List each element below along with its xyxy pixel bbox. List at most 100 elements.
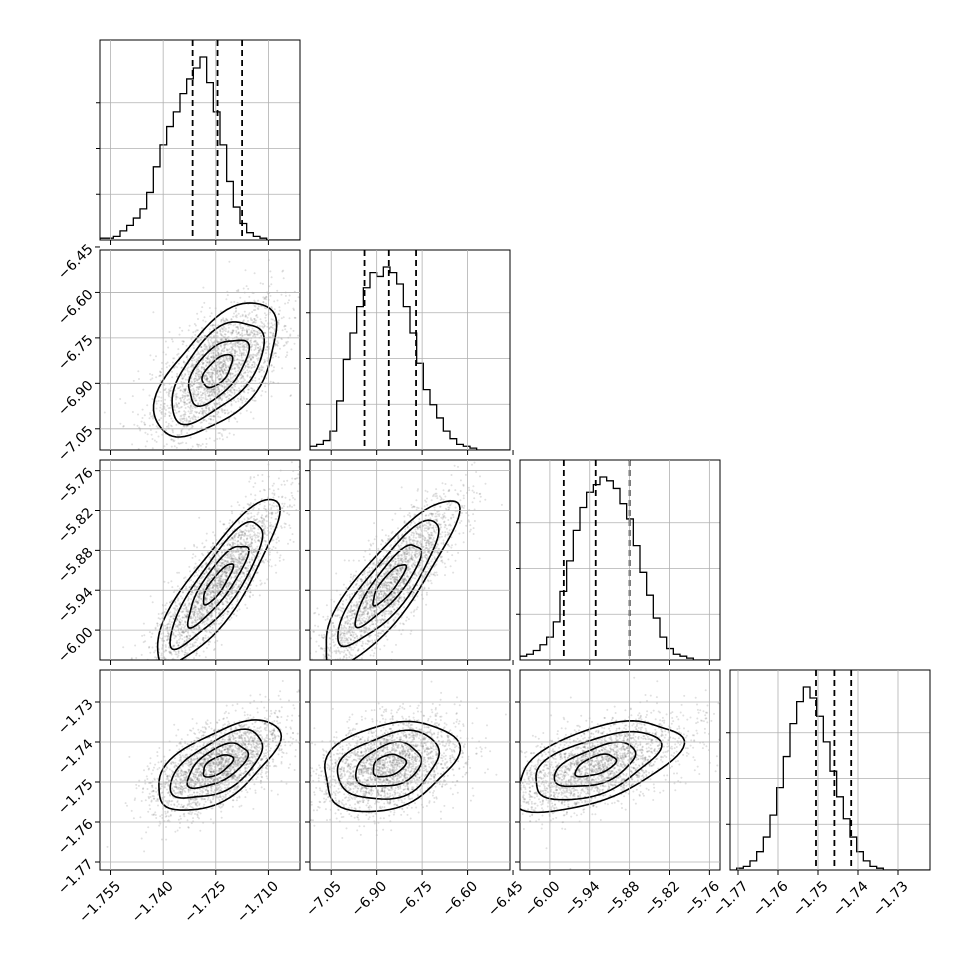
scatter-point [274,564,277,567]
scatter-point [155,721,157,723]
scatter-point [217,347,219,350]
scatter-point [251,552,253,555]
scatter-point [177,679,179,681]
scatter-point [155,425,158,428]
scatter-point [184,588,187,590]
scatter-point [263,331,266,334]
scatter-point [233,344,236,347]
scatter-point [216,341,219,343]
scatter-point [230,346,233,349]
scatter-point [209,345,212,348]
scatter-point [239,412,242,415]
scatter-point [224,560,227,562]
scatter-point [186,394,189,397]
scatter-point [211,605,214,608]
scatter-point [205,378,208,381]
scatter-point [193,619,196,621]
scatter-point [270,318,273,321]
scatter-point [201,354,204,357]
scatter-point [222,617,225,620]
scatter-point [203,316,206,319]
scatter-point [185,344,188,347]
scatter-point [188,415,191,418]
scatter-point [192,378,195,381]
scatter-point [185,635,188,638]
scatter-point [152,311,155,314]
scatter-point [234,374,237,377]
scatter-point [181,394,184,397]
scatter-point [258,350,260,353]
scatter-point [282,558,285,561]
scatter-point [283,325,286,328]
scatter-point [209,394,212,397]
hist-panel-0 [96,39,301,241]
scatter-point [218,437,221,440]
scatter-point [199,604,202,607]
scatter-point [228,398,230,401]
scatter-point [224,393,227,396]
scatter-point [223,344,226,347]
scatter-point [197,637,199,640]
scatter-point [262,301,265,303]
scatter-point [213,388,216,391]
scatter-point [217,352,220,355]
scatter-point [183,398,186,401]
scatter-point [219,396,222,399]
scatter-point [259,332,262,335]
scatter-point [167,391,170,394]
scatter-point [263,518,266,521]
scatter-point [197,351,200,354]
scatter-point [234,352,236,355]
scatter-point [143,676,145,678]
scatter-point [219,330,222,333]
scatter-point [229,331,232,334]
scatter-point [256,333,259,336]
scatter-point [236,600,239,603]
scatter-point [253,568,256,571]
scatter-point [209,625,212,628]
scatter-point [210,375,213,378]
scatter-point [179,623,182,626]
scatter-point [216,639,219,642]
scatter-point [200,605,203,608]
scatter-point [305,369,307,371]
scatter-point [177,402,180,405]
scatter-point [278,559,281,562]
scatter-point [190,384,193,387]
scatter-point [199,402,202,405]
scatter-point [212,355,215,358]
scatter-point [250,341,253,344]
scatter-point [230,323,233,326]
scatter-point [149,651,152,654]
scatter-point [282,505,285,508]
scatter-point [159,391,162,394]
scatter-point [170,651,172,654]
scatter-point [246,331,249,334]
scatter-point [187,350,190,353]
scatter-point [184,651,187,654]
scatter-point [197,612,200,615]
scatter-point [260,369,263,372]
scatter-point [178,603,181,605]
scatter-point [274,344,277,347]
scatter-point [183,577,185,580]
scatter-point [232,315,235,318]
scatter-point [152,416,155,418]
scatter-point [258,370,261,373]
scatter-point [200,566,203,569]
scatter-point [184,649,187,652]
scatter-point [205,562,208,565]
scatter-point [219,310,222,313]
scatter-point [254,335,257,338]
scatter-point [236,564,239,567]
scatter-point [246,541,249,544]
scatter-point [251,547,254,550]
scatter-point [263,307,266,309]
scatter-point [221,327,224,330]
scatter-point [252,390,255,393]
scatter-point [272,545,275,548]
scatter-point [209,608,212,611]
scatter-point [232,541,235,544]
scatter-point [175,392,178,395]
scatter-point [196,393,199,396]
